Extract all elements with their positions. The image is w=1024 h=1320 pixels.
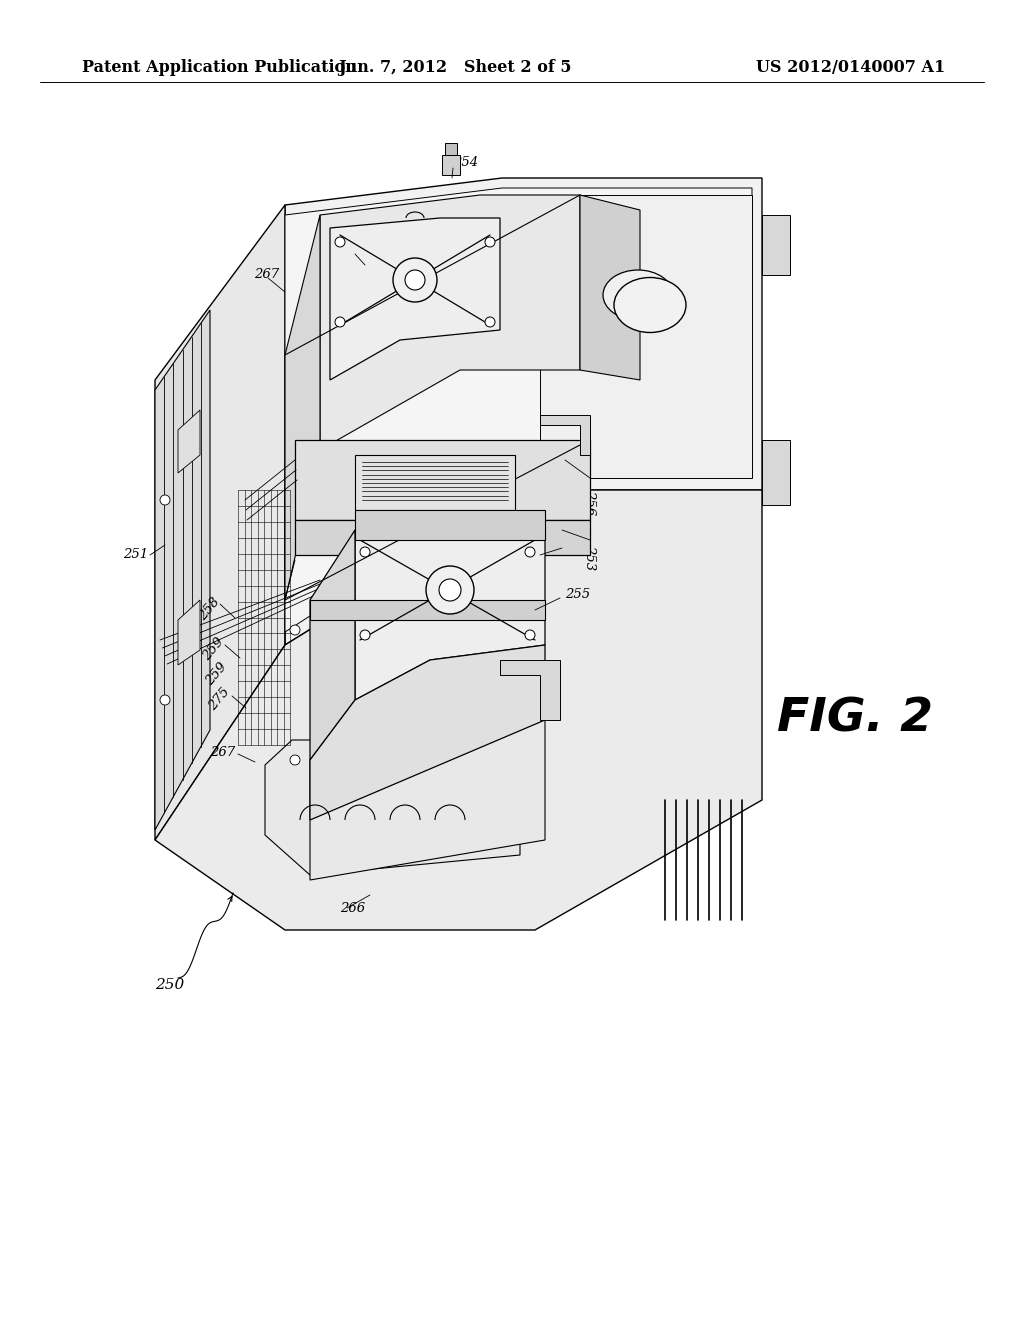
Text: 255: 255 bbox=[565, 589, 590, 602]
Polygon shape bbox=[500, 660, 560, 719]
Polygon shape bbox=[155, 490, 762, 931]
Text: 251: 251 bbox=[123, 549, 148, 561]
Circle shape bbox=[406, 271, 425, 290]
Polygon shape bbox=[178, 601, 200, 665]
Polygon shape bbox=[155, 205, 285, 840]
Polygon shape bbox=[310, 645, 545, 820]
Text: 266: 266 bbox=[342, 242, 368, 255]
Text: 257: 257 bbox=[565, 539, 590, 552]
Text: 259: 259 bbox=[201, 636, 227, 664]
Polygon shape bbox=[310, 531, 355, 760]
Text: 266: 266 bbox=[340, 902, 366, 915]
Text: FIG. 2: FIG. 2 bbox=[777, 697, 933, 742]
Polygon shape bbox=[762, 215, 790, 275]
Polygon shape bbox=[285, 178, 762, 645]
Polygon shape bbox=[155, 310, 210, 830]
Text: 256: 256 bbox=[584, 490, 597, 515]
Polygon shape bbox=[540, 195, 752, 478]
Circle shape bbox=[485, 317, 495, 327]
Polygon shape bbox=[285, 187, 752, 632]
Text: Jun. 7, 2012   Sheet 2 of 5: Jun. 7, 2012 Sheet 2 of 5 bbox=[338, 59, 571, 77]
Text: 253: 253 bbox=[584, 545, 597, 570]
Circle shape bbox=[393, 257, 437, 302]
Polygon shape bbox=[295, 520, 590, 554]
Polygon shape bbox=[285, 215, 319, 601]
Polygon shape bbox=[445, 143, 457, 154]
Polygon shape bbox=[355, 455, 515, 510]
Polygon shape bbox=[178, 411, 200, 473]
Text: 250: 250 bbox=[155, 978, 184, 993]
Circle shape bbox=[160, 495, 170, 506]
Polygon shape bbox=[540, 414, 590, 455]
Polygon shape bbox=[442, 154, 460, 176]
Polygon shape bbox=[355, 531, 545, 700]
Polygon shape bbox=[265, 741, 520, 875]
Circle shape bbox=[335, 238, 345, 247]
Polygon shape bbox=[762, 440, 790, 506]
Circle shape bbox=[360, 630, 370, 640]
Ellipse shape bbox=[603, 271, 673, 319]
Circle shape bbox=[160, 696, 170, 705]
Text: 267: 267 bbox=[210, 746, 234, 759]
Circle shape bbox=[525, 546, 535, 557]
Text: 275: 275 bbox=[207, 686, 233, 713]
Text: 254: 254 bbox=[453, 156, 478, 169]
Text: 267: 267 bbox=[254, 268, 280, 281]
Polygon shape bbox=[310, 719, 545, 880]
Circle shape bbox=[290, 755, 300, 766]
Circle shape bbox=[439, 579, 461, 601]
Polygon shape bbox=[295, 440, 590, 520]
Polygon shape bbox=[580, 195, 640, 380]
Text: 258: 258 bbox=[197, 595, 223, 623]
Polygon shape bbox=[355, 510, 545, 540]
Text: Patent Application Publication: Patent Application Publication bbox=[82, 59, 356, 77]
Circle shape bbox=[290, 624, 300, 635]
Circle shape bbox=[426, 566, 474, 614]
Circle shape bbox=[360, 546, 370, 557]
Circle shape bbox=[525, 630, 535, 640]
Ellipse shape bbox=[614, 277, 686, 333]
Polygon shape bbox=[330, 218, 500, 380]
Circle shape bbox=[335, 317, 345, 327]
Text: 259: 259 bbox=[204, 661, 230, 689]
Circle shape bbox=[485, 238, 495, 247]
Polygon shape bbox=[319, 195, 580, 450]
Text: US 2012/0140007 A1: US 2012/0140007 A1 bbox=[756, 59, 945, 77]
Polygon shape bbox=[310, 601, 545, 620]
